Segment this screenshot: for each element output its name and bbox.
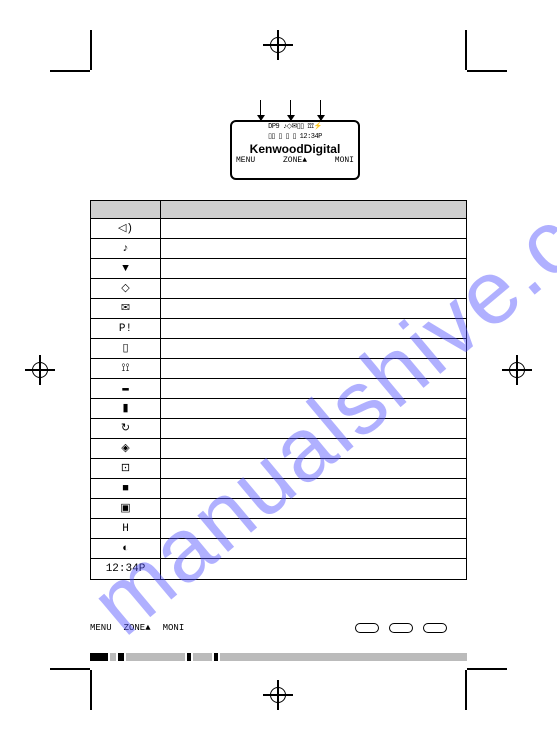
table-row: ⊡ [91,459,466,479]
table-row: ▯ [91,339,466,359]
table-row: ✉ [91,299,466,319]
table-row: ▮ [91,399,466,419]
lcd-softkey-right: MONI [335,156,354,166]
lcd-status-line-2: ▯▯ ▯ ▯ ▯ 12:34P [232,132,358,142]
icon-cell: ▮ [91,399,161,418]
desc-cell [161,279,466,298]
table-header [91,201,466,219]
up-button-icon [389,623,413,633]
icon-cell: ⊡ [91,459,161,478]
desc-cell [161,559,466,579]
footer-bar: MENU ZONE▲ MONI [90,620,467,636]
icon-cell: ↻ [91,419,161,438]
table-row: ▼ [91,259,466,279]
table-row: ⟟⟟ [91,359,466,379]
desc-cell [161,239,466,258]
manual-page: DP9 ♪◇✉▯▯ ⟟⟟⟟⚡ ▯▯ ▯ ▯ ▯ 12:34P KenwoodDi… [90,80,467,660]
lcd-status-line-1: DP9 ♪◇✉▯▯ ⟟⟟⟟⚡ [232,122,358,132]
desc-cell [161,359,466,378]
desc-cell [161,459,466,478]
table-row: ▣ [91,499,466,519]
icon-cell: ▣ [91,499,161,518]
table-row: H [91,519,466,539]
table-row: ◈ [91,439,466,459]
desc-cell [161,399,466,418]
lcd-title: KenwoodDigital [232,142,358,156]
table-row: ◐ [91,539,466,559]
icon-cell: 12:34P [91,559,161,579]
footer-soft-left: MENU [90,623,112,633]
icon-cell: ▼ [91,259,161,278]
desc-cell [161,519,466,538]
b-button-icon [423,623,447,633]
table-row: ↻ [91,419,466,439]
table-row: ■ [91,479,466,499]
icon-cell: P! [91,319,161,338]
desc-cell [161,539,466,558]
table-row: ◁) [91,219,466,239]
s-button-icon [355,623,379,633]
icon-cell: ⟟⟟ [91,359,161,378]
table-row: 12:34P [91,559,466,579]
icon-cell: ♪ [91,239,161,258]
desc-cell [161,259,466,278]
desc-cell [161,439,466,458]
icon-cell: ▬ [91,379,161,398]
page-progress-bar [90,653,467,661]
icon-cell: H [91,519,161,538]
icon-cell: ▯ [91,339,161,358]
desc-cell [161,319,466,338]
icon-cell: ◁) [91,219,161,238]
desc-cell [161,339,466,358]
desc-cell [161,479,466,498]
footer-soft-right: MONI [163,623,185,633]
desc-cell [161,499,466,518]
icon-cell: ◇ [91,279,161,298]
lcd-softkey-mid: ZONE▲ [283,156,307,166]
icon-cell: ◈ [91,439,161,458]
lcd-softkey-left: MENU [236,156,255,166]
desc-cell [161,219,466,238]
table-row: ◇ [91,279,466,299]
footer-soft-mid: ZONE▲ [124,623,151,633]
icon-cell: ✉ [91,299,161,318]
icon-cell: ■ [91,479,161,498]
lcd-display: DP9 ♪◇✉▯▯ ⟟⟟⟟⚡ ▯▯ ▯ ▯ ▯ 12:34P KenwoodDi… [230,120,360,180]
icon-cell: ◐ [91,539,161,558]
desc-cell [161,419,466,438]
table-row: ♪ [91,239,466,259]
icon-table: ◁)♪▼◇✉P!▯⟟⟟▬▮↻◈⊡■▣H◐12:34P [90,200,467,580]
table-row: ▬ [91,379,466,399]
table-row: P! [91,319,466,339]
desc-cell [161,299,466,318]
desc-cell [161,379,466,398]
